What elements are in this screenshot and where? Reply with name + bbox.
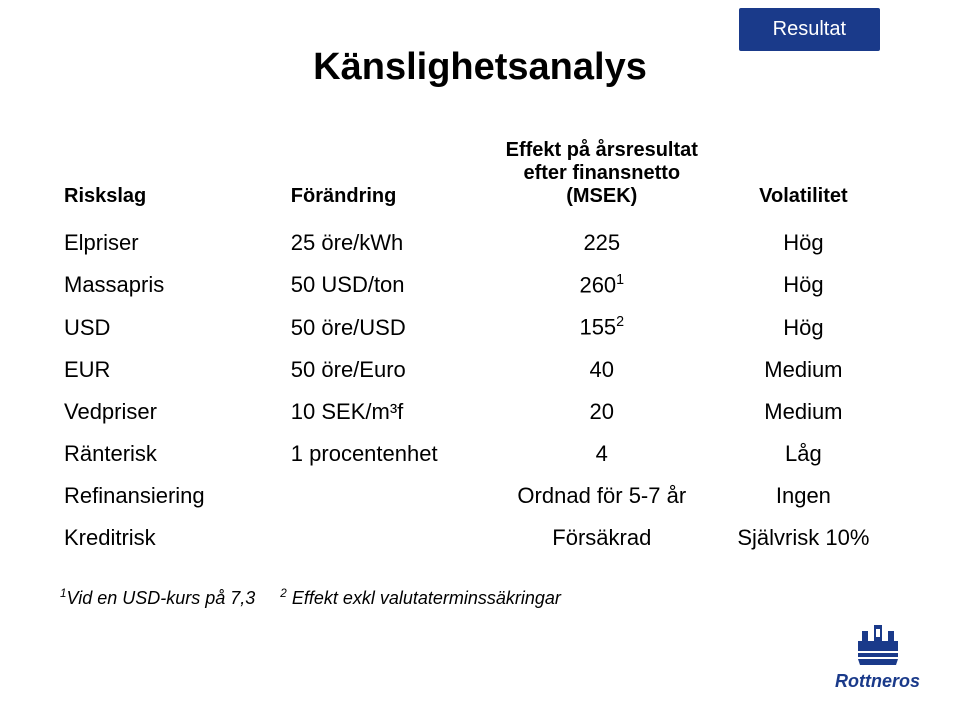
table-row: EUR50 öre/Euro40Medium bbox=[60, 349, 900, 391]
cell-risk: Vedpriser bbox=[60, 391, 287, 433]
footnote: 1Vid en USD-kurs på 7,3 2 Effekt exkl va… bbox=[60, 587, 900, 609]
cell-vol: Hög bbox=[707, 306, 900, 348]
table-header-row: Riskslag Förändring Effekt på årsresulta… bbox=[60, 131, 900, 222]
cell-risk: Elpriser bbox=[60, 222, 287, 264]
logo-text: Rottneros bbox=[835, 671, 920, 692]
cell-vol: Låg bbox=[707, 433, 900, 475]
cell-effect: Ordnad för 5-7 år bbox=[497, 475, 707, 517]
table-row: Ränterisk1 procentenhet4Låg bbox=[60, 433, 900, 475]
cell-effect: 40 bbox=[497, 349, 707, 391]
table-row: Massapris50 USD/ton2601Hög bbox=[60, 264, 900, 306]
header-effect-l2: efter finansnetto bbox=[523, 162, 680, 184]
cell-vol: Självrisk 10% bbox=[707, 517, 900, 559]
header-vol: Volatilitet bbox=[707, 131, 900, 222]
cell-change: 1 procentenhet bbox=[287, 433, 497, 475]
table-row: Elpriser25 öre/kWh225Hög bbox=[60, 222, 900, 264]
header-change: Förändring bbox=[287, 131, 497, 222]
logo: Rottneros bbox=[835, 623, 920, 692]
table-row: Refinansiering Ordnad för 5-7 årIngen bbox=[60, 475, 900, 517]
header-effect: Effekt på årsresultat efter finansnetto … bbox=[497, 131, 707, 222]
cell-change: 10 SEK/m³f bbox=[287, 391, 497, 433]
table-row: USD50 öre/USD1552Hög bbox=[60, 306, 900, 348]
sensitivity-table: Riskslag Förändring Effekt på årsresulta… bbox=[60, 131, 900, 559]
cell-risk: Massapris bbox=[60, 264, 287, 306]
header-effect-l3: (MSEK) bbox=[566, 185, 637, 207]
cell-effect: 225 bbox=[497, 222, 707, 264]
footnote-text-2: Effekt exkl valutaterminssäkringar bbox=[287, 588, 561, 608]
cell-vol: Ingen bbox=[707, 475, 900, 517]
cell-risk: Refinansiering bbox=[60, 475, 287, 517]
cell-effect: 1552 bbox=[497, 306, 707, 348]
slide-title: Känslighetsanalys bbox=[60, 46, 900, 89]
cell-effect: 2601 bbox=[497, 264, 707, 306]
footnote-text-1: Vid en USD-kurs på 7,3 bbox=[67, 588, 256, 608]
cell-vol: Hög bbox=[707, 264, 900, 306]
table-row: Vedpriser10 SEK/m³f20Medium bbox=[60, 391, 900, 433]
cell-effect: Försäkrad bbox=[497, 517, 707, 559]
cell-effect-sup: 2 bbox=[616, 314, 624, 330]
cell-effect-sup: 1 bbox=[616, 272, 624, 288]
slide: Resultat Känslighetsanalys Riskslag Förä… bbox=[0, 0, 960, 716]
table-row: Kreditrisk FörsäkradSjälvrisk 10% bbox=[60, 517, 900, 559]
cell-change bbox=[287, 475, 497, 517]
rottneros-icon bbox=[854, 623, 902, 667]
cell-vol: Hög bbox=[707, 222, 900, 264]
header-effect-l1: Effekt på årsresultat bbox=[506, 139, 698, 161]
cell-change bbox=[287, 517, 497, 559]
cell-vol: Medium bbox=[707, 349, 900, 391]
cell-change: 50 öre/Euro bbox=[287, 349, 497, 391]
result-badge: Resultat bbox=[739, 8, 880, 51]
cell-vol: Medium bbox=[707, 391, 900, 433]
cell-effect: 4 bbox=[497, 433, 707, 475]
cell-change: 25 öre/kWh bbox=[287, 222, 497, 264]
header-risk: Riskslag bbox=[60, 131, 287, 222]
cell-risk: Kreditrisk bbox=[60, 517, 287, 559]
cell-risk: Ränterisk bbox=[60, 433, 287, 475]
cell-risk: EUR bbox=[60, 349, 287, 391]
cell-change: 50 öre/USD bbox=[287, 306, 497, 348]
cell-effect: 20 bbox=[497, 391, 707, 433]
cell-change: 50 USD/ton bbox=[287, 264, 497, 306]
cell-risk: USD bbox=[60, 306, 287, 348]
